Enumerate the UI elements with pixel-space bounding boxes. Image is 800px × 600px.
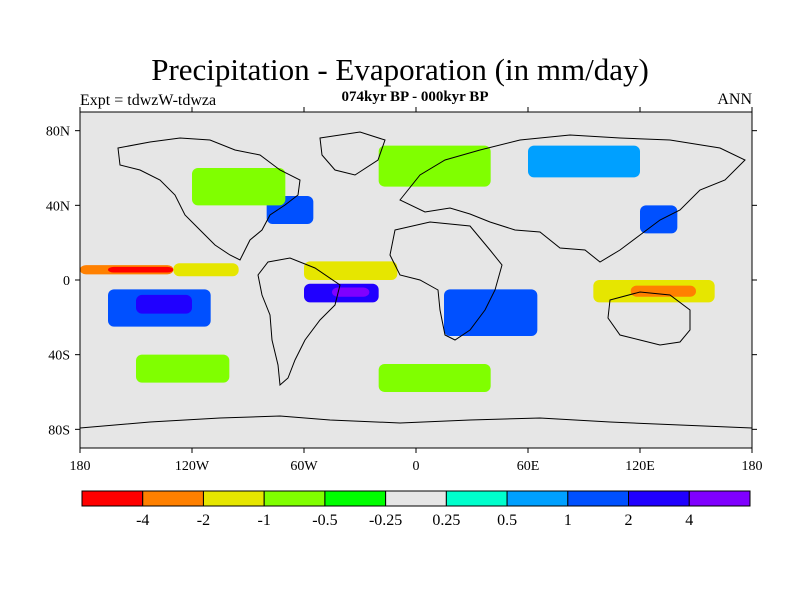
coastline-north-america xyxy=(117,137,301,261)
colorbar-swatch xyxy=(142,490,204,507)
colorbar-swatch xyxy=(324,490,387,507)
coastline-eurasia xyxy=(399,134,746,263)
colorbar-label: -0.5 xyxy=(312,512,337,529)
colorbar-label: 1 xyxy=(564,512,572,529)
lat-tick-label: 40S xyxy=(48,349,70,364)
anomaly-region xyxy=(640,205,678,234)
anomaly-region xyxy=(108,266,174,273)
lon-tick-label: 180 xyxy=(742,459,763,474)
latitude-axis: 80N 40N 0 40S 80S xyxy=(46,125,757,438)
colorbar-label: -1 xyxy=(258,512,271,529)
lat-tick-label: 80S xyxy=(48,423,70,438)
coastline-australia xyxy=(607,291,691,346)
colorbar-swatch xyxy=(506,490,569,507)
experiment-label: Expt = tdwzW-tdwza xyxy=(80,92,217,109)
colorbar-label: -4 xyxy=(136,512,149,529)
colorbar-swatch xyxy=(263,490,326,507)
anomaly-region xyxy=(304,261,398,280)
colorbar-swatch xyxy=(81,490,144,507)
anomaly-region xyxy=(378,364,491,392)
colorbar-swatch xyxy=(385,490,447,507)
coastlines xyxy=(80,131,752,429)
lon-tick-label: 180 xyxy=(70,459,91,474)
colorbar-swatch xyxy=(628,490,690,507)
colorbar-label: 4 xyxy=(685,512,693,529)
lon-tick-label: 60E xyxy=(517,459,540,474)
colorbar: -4 -2 -1 -0.5 -0.25 0.25 0.5 1 2 4 xyxy=(81,490,751,529)
figure-title: Precipitation - Evaporation (in mm/day) xyxy=(151,52,649,87)
lon-tick-label: 120E xyxy=(625,459,655,474)
lon-tick-label: 60W xyxy=(290,459,318,474)
colorbar-swatch xyxy=(202,490,265,507)
lat-tick-label: 0 xyxy=(63,274,70,289)
coastline-south-america xyxy=(257,257,341,387)
anomaly-region xyxy=(192,168,286,206)
coastline-africa xyxy=(389,221,503,341)
lat-tick-label: 80N xyxy=(46,125,70,140)
colorbar-label: -0.25 xyxy=(369,512,402,529)
colorbar-label: 0.5 xyxy=(497,512,517,529)
coastline-antarctica xyxy=(80,415,752,429)
anomaly-region xyxy=(528,145,640,178)
colorbar-label: -2 xyxy=(197,512,210,529)
lon-tick-label: 120W xyxy=(175,459,210,474)
season-label: ANN xyxy=(717,91,752,108)
anomaly-region xyxy=(332,287,370,297)
anomaly-region xyxy=(136,354,230,383)
anomaly-region xyxy=(136,294,192,314)
anomaly-region xyxy=(630,285,696,297)
colorbar-label: 0.25 xyxy=(432,512,460,529)
longitude-axis: 180 120W 60W 0 60E 120E 180 xyxy=(70,107,763,474)
figure-subtitle: 074kyr BP - 000kyr BP xyxy=(341,89,489,105)
colorbar-swatch xyxy=(688,490,751,507)
lon-tick-label: 0 xyxy=(413,459,420,474)
anomaly-region xyxy=(444,289,538,336)
anomaly-field xyxy=(80,145,715,392)
coastline-greenland xyxy=(319,131,386,176)
colorbar-swatch xyxy=(445,490,508,507)
colorbar-swatch xyxy=(567,490,630,507)
colorbar-label: 2 xyxy=(625,512,633,529)
anomaly-region xyxy=(173,263,239,277)
lat-tick-label: 40N xyxy=(46,199,70,214)
